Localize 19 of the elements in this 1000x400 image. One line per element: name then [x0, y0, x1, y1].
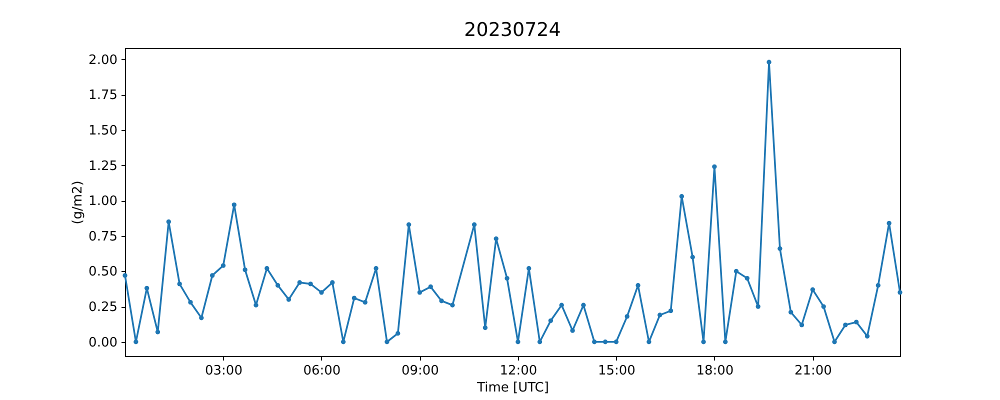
- x-tick-label: 06:00: [303, 364, 341, 378]
- x-tick-label: 18:00: [696, 364, 734, 378]
- y-tick-label: 0.75: [88, 229, 118, 244]
- y-tick-label: 0.50: [88, 264, 118, 280]
- x-tick-label: 03:00: [205, 364, 242, 378]
- y-tick-label: 1.00: [88, 194, 118, 210]
- x-tick-label: 09:00: [401, 364, 439, 378]
- y-tick-label: 1.25: [88, 158, 118, 174]
- y-tick-label: 1.50: [88, 123, 118, 138]
- x-tick-label: 21:00: [794, 364, 832, 378]
- y-tick-label: 0.25: [88, 300, 118, 316]
- y-tick-label: 2.00: [88, 52, 118, 68]
- y-axis-title: (g/m2): [70, 180, 86, 224]
- x-axis-title: Time [UTC]: [476, 380, 549, 396]
- y-tick-label: 1.75: [88, 88, 118, 104]
- chart-title: 20230724: [464, 19, 561, 41]
- x-tick-label: 15:00: [598, 364, 636, 378]
- x-tick-label: 12:00: [500, 364, 538, 378]
- y-tick-label: 0.00: [88, 335, 118, 350]
